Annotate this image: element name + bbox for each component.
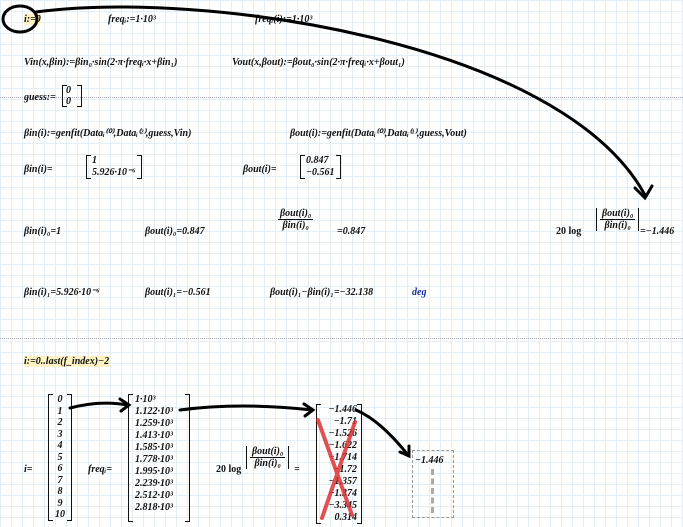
i-entry: 8 xyxy=(57,486,63,497)
i-entry: 9 xyxy=(57,497,63,509)
freq-entry: 1.122·10³ xyxy=(135,406,173,417)
i-entry: 10 xyxy=(55,509,65,520)
beta-in-entry: 5.926·10⁻⁶ xyxy=(92,167,136,178)
ink-cross xyxy=(320,420,357,520)
db-fraction[interactable]: βout(i)₀ βin(i)₀ xyxy=(596,208,640,231)
freq-entry: 2.818·10³ xyxy=(135,502,173,513)
ink-arrow xyxy=(34,5,647,197)
result-box[interactable]: −1.446 xyxy=(412,450,454,518)
guess-entry: 0 xyxy=(66,96,71,107)
db-table-prefix: 20 log xyxy=(216,464,242,475)
ink-arrowhead xyxy=(633,184,654,201)
i-entry: 5 xyxy=(57,451,63,463)
i-entry: 3 xyxy=(57,428,63,440)
freq-definition[interactable]: freqᵢ:=1·10³ xyxy=(108,14,156,25)
range-definition[interactable]: i:=0..last(f_index)−2 xyxy=(24,356,110,367)
freq-vector: 1·10³ 1.122·10³ 1.259·10³ 1.413·10³ 1.585·10… xyxy=(128,394,190,522)
db-table-denominator: βin(i)₀ xyxy=(254,458,281,469)
beta-in-fit[interactable]: βin(i):=genfit(Dataᵢ⁽⁰⁾,Dataᵢ⁽²⁾,guess,V… xyxy=(24,128,192,139)
beta-out-entry: 0.847 xyxy=(306,155,329,166)
db-entry: −1.622 xyxy=(328,440,357,451)
ratio-value: =0.847 xyxy=(337,226,366,237)
i-entry: 1 xyxy=(57,405,63,417)
i-definition[interactable]: i:=0 xyxy=(24,14,41,25)
ink-cross xyxy=(316,418,354,517)
db-entry: −1.71 xyxy=(333,416,357,427)
beta-in-1[interactable]: βin(i)₁=5.926·10⁻⁶ xyxy=(24,287,100,298)
region-separator xyxy=(0,338,683,339)
guess-label[interactable]: guess:= xyxy=(24,92,56,103)
ink-circle xyxy=(1,4,39,34)
ink-arrow xyxy=(178,402,316,418)
i-vector: 0 1 2 3 4 5 6 7 8 9 10 xyxy=(48,394,72,521)
result-trace xyxy=(431,469,434,513)
beta-out-0[interactable]: βout(i)₀=0.847 xyxy=(145,226,205,237)
db-entry: −1.446 xyxy=(328,404,357,415)
i-entry: 6 xyxy=(57,463,63,474)
db-entry: −1.72 xyxy=(333,464,357,475)
db-entry: −3.345 xyxy=(328,500,357,511)
region-separator xyxy=(0,97,683,98)
db-prefix: 20 log xyxy=(556,226,582,237)
ink-arrow xyxy=(354,408,411,459)
freq-label[interactable]: freqᵢ= xyxy=(88,464,113,475)
db-entry: −1.357 xyxy=(328,476,357,487)
freq-entry: 1.778·10³ xyxy=(135,454,173,465)
db-table-fraction[interactable]: βout(i)₀ βin(i)₀ xyxy=(246,446,290,469)
i-entry: 2 xyxy=(57,417,63,428)
i-label[interactable]: i= xyxy=(24,464,33,475)
db-table-numerator: βout(i)₀ xyxy=(250,446,286,458)
freq-entry: 1.995·10³ xyxy=(135,466,173,477)
db-entry: 0.314 xyxy=(334,512,358,523)
ink-arrow xyxy=(68,397,132,413)
db-table-eq: = xyxy=(294,464,300,475)
result-value: −1.446 xyxy=(415,455,444,466)
beta-out-1[interactable]: βout(i)₁=−0.561 xyxy=(145,287,211,298)
ratio-denominator: βin(i)₀ xyxy=(282,220,309,231)
db-entry: −1.526 xyxy=(328,428,357,439)
i-entry: 4 xyxy=(57,440,63,451)
db-value: =−1.446 xyxy=(640,226,675,237)
freq-entry: 1.259·10³ xyxy=(135,418,173,429)
beta-out-vector: 0.847 −0.561 xyxy=(300,155,341,179)
ratio-fraction[interactable]: βout(i)₀ βin(i)₀ xyxy=(278,208,314,231)
vout-definition[interactable]: Vout(x,βout):=βout₀·sin(2·π·freqᵢ·x+βout… xyxy=(232,57,405,68)
beta-in-vector: 1 5.926·10⁻⁶ xyxy=(86,155,142,179)
beta-in-0[interactable]: βin(i)₀=1 xyxy=(24,226,62,237)
freq-entry: 2.512·10³ xyxy=(135,490,173,501)
i-entry: 7 xyxy=(57,474,63,486)
db-denominator: βin(i)₀ xyxy=(604,220,631,231)
guess-entry: 0 xyxy=(66,85,71,96)
beta-out-entry: −0.561 xyxy=(306,167,335,178)
phase-difference[interactable]: βout(i)₁−βin(i)₁=−32.138 xyxy=(270,287,374,298)
unit: deg xyxy=(412,287,427,298)
beta-in-label[interactable]: βin(i)= xyxy=(24,164,53,175)
db-numerator: βout(i)₀ xyxy=(600,208,636,220)
freq-entry: 1.585·10³ xyxy=(135,442,173,453)
ratio-numerator: βout(i)₀ xyxy=(278,208,314,220)
freq-entry: 1·10³ xyxy=(135,394,156,405)
vin-definition[interactable]: Vin(x,βin):=βin₀·sin(2·π·freqᵢ·x+βin₁) xyxy=(24,57,178,68)
i-entry: 0 xyxy=(57,394,63,405)
beta-out-fit[interactable]: βout(i):=genfit(Dataᵢ⁽⁰⁾,Dataᵢ⁽¹⁾,guess,… xyxy=(290,128,467,139)
freq-entry: 1.413·10³ xyxy=(135,430,173,441)
beta-in-entry: 1 xyxy=(92,155,97,166)
beta-out-label[interactable]: βout(i)= xyxy=(243,164,277,175)
freq-entry: 2.239·10³ xyxy=(135,478,173,489)
